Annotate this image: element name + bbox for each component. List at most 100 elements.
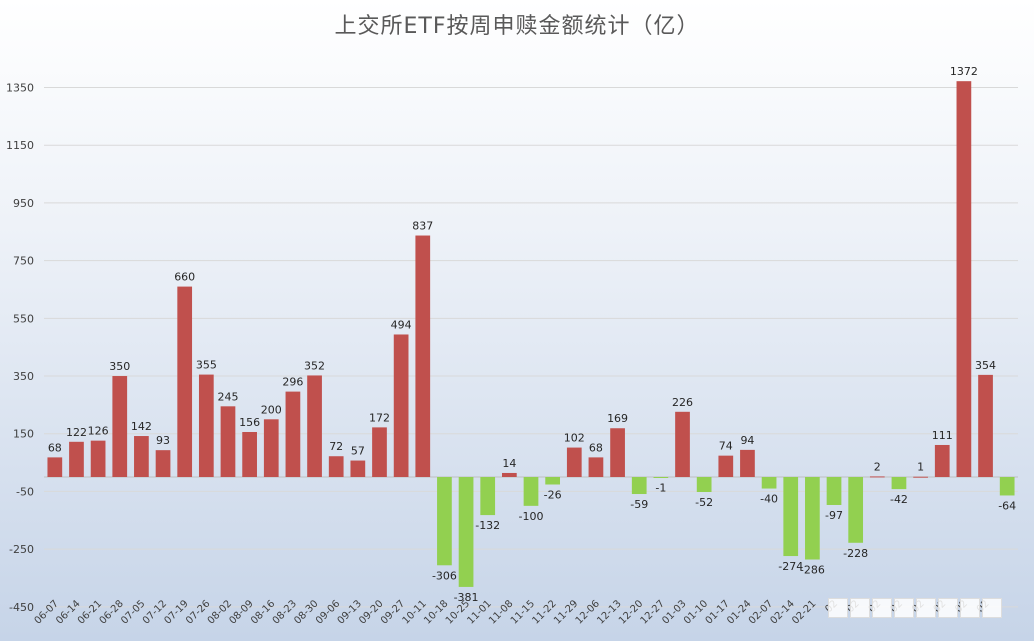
bar <box>891 477 907 490</box>
bar <box>826 477 842 505</box>
bar <box>372 427 387 477</box>
data-label: -306 <box>432 569 457 582</box>
data-label: -42 <box>890 493 908 506</box>
data-label: 126 <box>88 425 109 438</box>
data-label: -52 <box>695 496 713 509</box>
x-tick-label: 02-21 <box>790 598 818 626</box>
data-label: -381 <box>454 591 479 604</box>
bar <box>913 476 928 478</box>
data-label: 494 <box>391 318 412 331</box>
data-label: 350 <box>109 360 130 373</box>
data-label: 172 <box>369 411 390 424</box>
bar <box>523 477 539 506</box>
data-label: 68 <box>48 441 62 454</box>
bar <box>198 374 214 477</box>
bar <box>480 477 496 516</box>
watermark-box <box>872 598 892 618</box>
data-label: -274 <box>778 560 803 573</box>
data-label: -100 <box>519 510 544 523</box>
bar <box>69 441 84 477</box>
data-label: 14 <box>502 457 516 470</box>
bar <box>47 457 63 477</box>
bar <box>285 391 301 477</box>
chart-title: 上交所ETF按周申赎金额统计（亿） <box>334 14 700 39</box>
bar <box>675 411 690 477</box>
bar <box>242 431 257 477</box>
bar <box>415 235 431 477</box>
data-label: -26 <box>544 489 562 502</box>
watermark-overlay <box>828 596 1018 620</box>
y-tick-label: -450 <box>9 601 34 614</box>
bar <box>610 428 625 477</box>
data-label: 93 <box>156 434 170 447</box>
data-label: 169 <box>607 412 628 425</box>
y-tick-label: 750 <box>13 255 34 268</box>
watermark-box <box>828 598 848 618</box>
bar <box>740 449 755 477</box>
bar <box>134 436 149 477</box>
watermark-box <box>982 598 1002 618</box>
bar <box>220 406 236 477</box>
watermark-box <box>916 598 936 618</box>
data-label: 200 <box>261 403 282 416</box>
data-label: 94 <box>740 434 754 447</box>
data-label: 156 <box>239 416 260 429</box>
data-label: -97 <box>825 509 843 522</box>
bar <box>718 455 734 477</box>
bar <box>328 456 344 477</box>
data-label: 355 <box>196 359 217 372</box>
bar <box>588 457 604 477</box>
y-tick-label: -50 <box>16 485 34 498</box>
data-label: 226 <box>672 396 693 409</box>
y-tick-label: 1350 <box>6 82 34 95</box>
data-label: 354 <box>975 359 996 372</box>
bar <box>545 477 561 485</box>
data-label: 352 <box>304 359 325 372</box>
data-label: 837 <box>412 220 433 233</box>
watermark-box <box>894 598 914 618</box>
y-tick-label: 1150 <box>6 139 34 152</box>
bar <box>90 440 106 477</box>
data-label: -286 <box>800 564 825 577</box>
watermark-box <box>960 598 980 618</box>
bar <box>999 477 1015 496</box>
bar <box>978 374 993 477</box>
bar <box>393 334 409 477</box>
data-label: 142 <box>131 420 152 433</box>
bar <box>155 450 171 477</box>
bar <box>761 477 777 489</box>
bar <box>869 476 885 478</box>
bar <box>956 81 972 477</box>
data-label: 102 <box>564 432 585 445</box>
data-label: -228 <box>843 547 868 560</box>
data-label: 68 <box>589 441 603 454</box>
bar <box>631 477 647 495</box>
data-label: 1372 <box>950 65 978 78</box>
y-tick-label: -250 <box>9 543 34 556</box>
data-label: -132 <box>475 519 500 532</box>
data-label: 74 <box>719 440 733 453</box>
data-label: 296 <box>282 376 303 389</box>
bar <box>696 477 712 493</box>
bar <box>848 477 864 543</box>
data-label: 245 <box>217 390 238 403</box>
data-label: 660 <box>174 271 195 284</box>
bar <box>934 444 950 477</box>
y-tick-label: 350 <box>13 370 34 383</box>
bar <box>307 375 322 477</box>
data-label: -59 <box>630 498 648 511</box>
bar <box>263 419 279 477</box>
data-label: 57 <box>351 445 365 458</box>
data-label: 1 <box>917 461 924 474</box>
data-label: -40 <box>760 493 778 506</box>
watermark-box <box>938 598 958 618</box>
watermark-box <box>850 598 870 618</box>
bar <box>437 477 452 566</box>
data-label: 122 <box>66 426 87 439</box>
data-label: -64 <box>998 499 1016 512</box>
bar <box>783 477 799 557</box>
bar <box>112 376 128 477</box>
bar <box>805 477 820 560</box>
